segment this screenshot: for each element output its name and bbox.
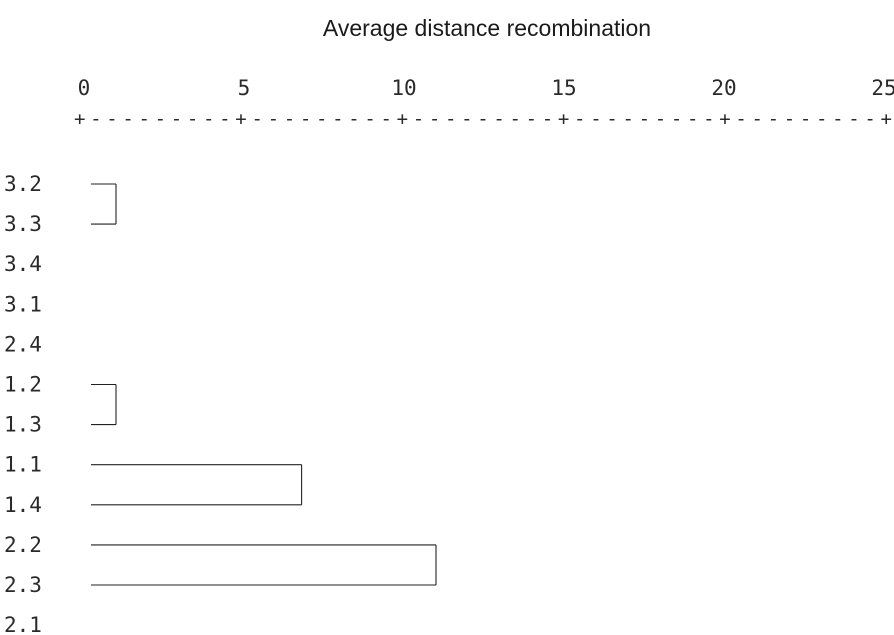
leaf-label: 1.3: [4, 413, 42, 437]
leaf-label: 2.3: [4, 573, 42, 597]
x-axis-ticks: 0 5 10 15 20 25: [78, 76, 894, 100]
x-tick-label: 15: [551, 76, 576, 100]
dendrogram-links: [91, 183, 437, 586]
chart-title: Average distance recombination: [323, 15, 651, 41]
leaf-label: 3.1: [4, 292, 42, 316]
scale-line: +---------+---------+---------+---------…: [74, 108, 892, 130]
leaf-label: 3.4: [4, 252, 42, 276]
x-tick-label: 20: [711, 76, 736, 100]
leaf-label: 1.2: [4, 373, 42, 397]
x-tick-label: 0: [78, 76, 91, 100]
x-tick-label: 10: [391, 76, 416, 100]
leaf-label: 1.1: [4, 453, 42, 477]
leaf-label: 2.2: [4, 533, 42, 557]
x-tick-label: 5: [238, 76, 251, 100]
leaf-label: 3.2: [4, 172, 42, 196]
leaf-label: 2.4: [4, 332, 42, 356]
x-tick-label: 25: [871, 76, 894, 100]
leaf-label: 3.3: [4, 212, 42, 236]
leaf-label: 1.4: [4, 493, 42, 517]
leaf-label: 2.1: [4, 613, 42, 635]
leaf-labels: 3.2 3.3 3.4 3.1 2.4 1.2 1.3 1.1 1.4 2.2 2.3 2.1: [4, 172, 42, 635]
